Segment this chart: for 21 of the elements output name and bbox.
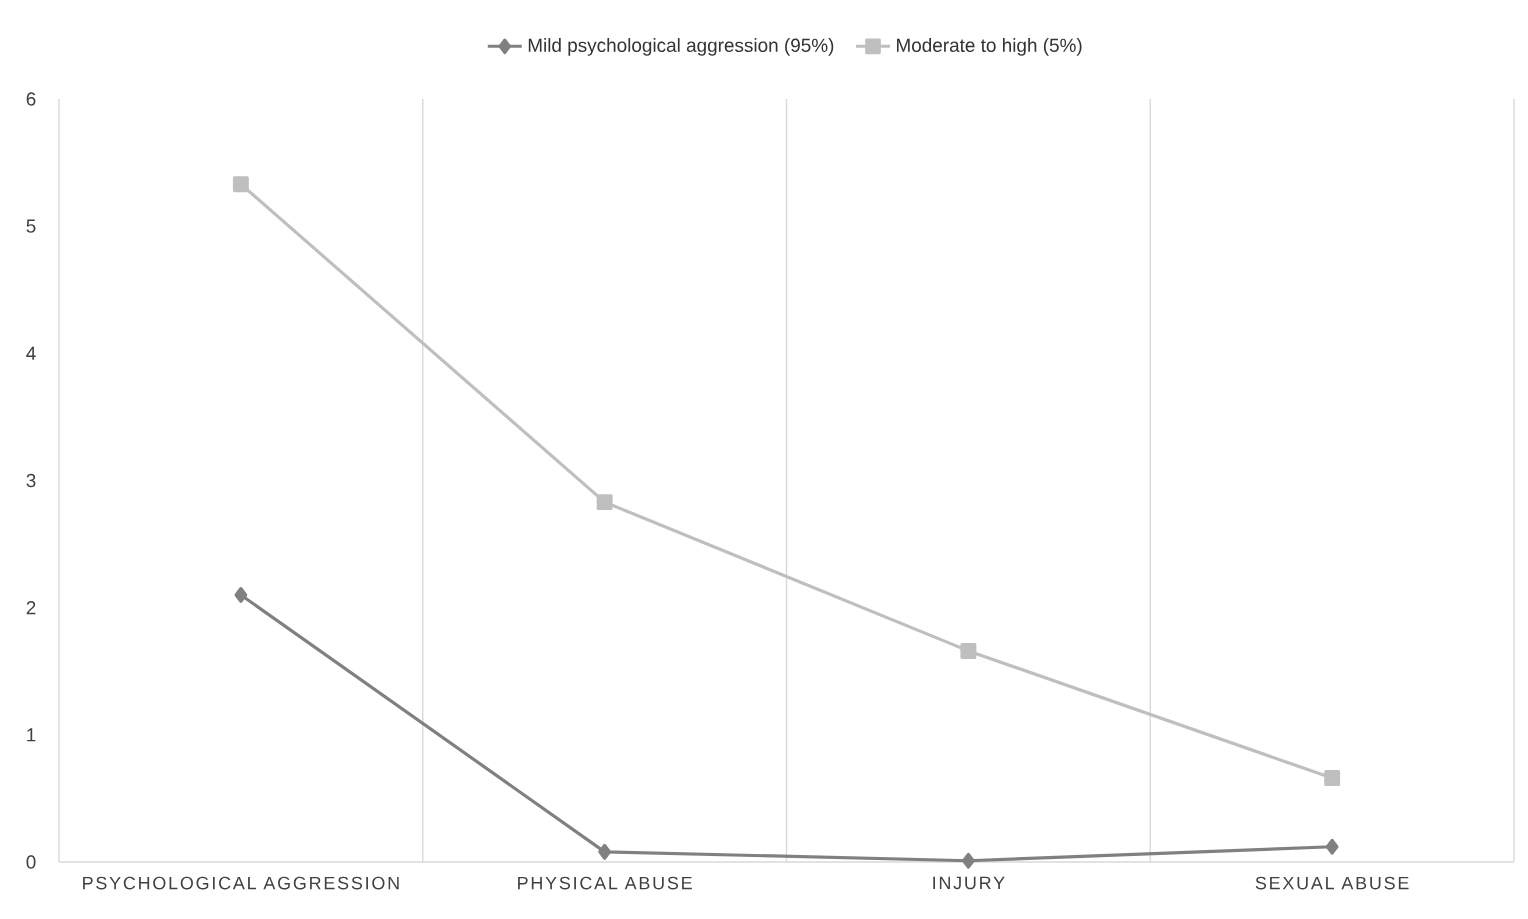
point <box>1324 770 1341 787</box>
y-tick-label: 6 <box>26 92 36 106</box>
y-tick-label: 3 <box>26 473 36 488</box>
x-tick-label: SEXUAL ABUSE <box>1255 876 1409 890</box>
y-tick-label: 1 <box>27 728 36 742</box>
y-tick-label: 0 <box>26 855 36 869</box>
x-tick-label: PHYSICAL ABUSE <box>518 876 692 890</box>
y-tick-label: 2 <box>26 601 36 615</box>
point <box>598 843 612 860</box>
y-tick-label: 5 <box>26 219 36 233</box>
point <box>232 176 249 193</box>
legend-label: Moderate to high (5%) <box>897 38 1082 56</box>
x-tick-label: INJURY <box>933 876 1005 890</box>
point <box>234 586 248 603</box>
point <box>962 852 975 869</box>
point <box>960 642 977 659</box>
point <box>596 494 613 511</box>
point <box>1325 838 1339 855</box>
y-tick-label: 4 <box>26 346 36 360</box>
x-tick-label: PSYCHOLOGICAL AGGRESSION <box>83 876 399 890</box>
legend-label: Mild psychological aggression (95%) <box>528 38 834 56</box>
